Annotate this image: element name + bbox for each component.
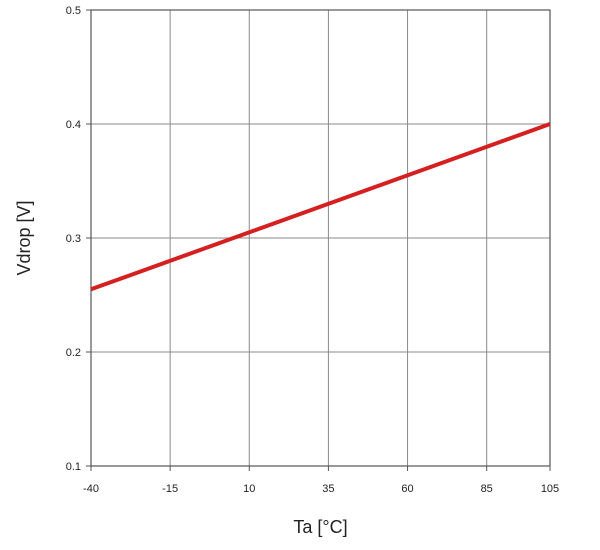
y-tick-label: 0.2 bbox=[66, 347, 81, 359]
x-axis-ticks: -40 -15 10 35 60 85 105 bbox=[83, 466, 559, 495]
y-axis-ticks: 0.1 0.2 0.3 0.4 0.5 bbox=[66, 5, 91, 473]
y-tick-label: 0.4 bbox=[66, 119, 81, 131]
y-tick-label: 0.3 bbox=[66, 233, 81, 245]
y-tick-label: 0.5 bbox=[66, 5, 81, 17]
series-group bbox=[90, 122, 551, 292]
x-tick-label: -15 bbox=[162, 483, 178, 495]
x-tick-label: 105 bbox=[541, 483, 559, 495]
x-tick-label: 60 bbox=[401, 483, 413, 495]
grid bbox=[90, 9, 551, 467]
y-tick-label: 0.1 bbox=[66, 461, 81, 473]
x-tick-label: 85 bbox=[481, 483, 493, 495]
series-line bbox=[90, 122, 551, 292]
x-tick-label: 35 bbox=[322, 483, 334, 495]
x-axis-label: Ta [°C] bbox=[293, 517, 347, 537]
x-tick-label: -40 bbox=[83, 483, 99, 495]
y-axis-label: Vdrop [V] bbox=[14, 200, 34, 275]
x-tick-label: 10 bbox=[243, 483, 255, 495]
